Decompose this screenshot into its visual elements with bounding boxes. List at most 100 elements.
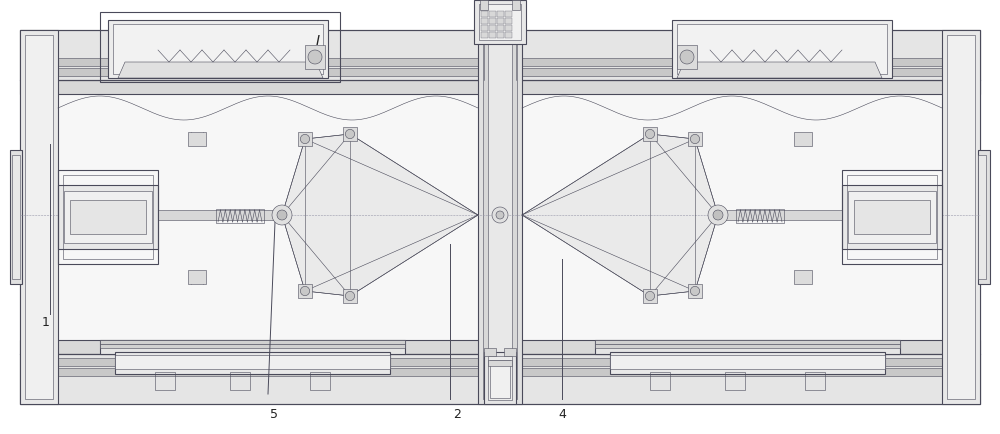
Bar	[474, 0, 526, 44]
Bar	[70, 200, 146, 234]
Circle shape	[300, 135, 310, 144]
Text: 4: 4	[558, 408, 566, 421]
Circle shape	[300, 286, 310, 296]
Bar	[188, 132, 206, 146]
Bar	[58, 185, 158, 249]
Bar	[20, 68, 980, 76]
Bar	[497, 11, 504, 17]
Bar	[610, 352, 885, 374]
Bar	[25, 35, 53, 399]
Bar	[650, 372, 670, 390]
Bar	[155, 372, 175, 390]
Bar	[20, 58, 980, 66]
Bar	[794, 132, 812, 146]
Bar	[100, 340, 405, 344]
Bar	[63, 175, 153, 259]
Bar	[100, 340, 405, 354]
Bar	[298, 284, 312, 298]
Bar	[113, 24, 323, 74]
Bar	[488, 40, 512, 394]
Bar	[688, 284, 702, 298]
Bar	[643, 127, 657, 141]
Bar	[610, 355, 885, 369]
Bar	[504, 348, 516, 356]
Bar	[216, 209, 264, 223]
Circle shape	[492, 207, 508, 223]
Bar	[100, 344, 405, 348]
Bar	[497, 18, 504, 24]
Polygon shape	[118, 62, 323, 78]
Bar	[20, 340, 980, 354]
Bar	[480, 0, 488, 10]
Bar	[20, 30, 58, 404]
Text: 5: 5	[270, 408, 278, 421]
Circle shape	[272, 205, 292, 225]
Text: 2: 2	[453, 408, 461, 421]
Bar	[20, 80, 980, 94]
Circle shape	[690, 135, 700, 144]
Bar	[490, 360, 510, 398]
Circle shape	[345, 291, 355, 301]
Bar	[188, 270, 206, 284]
Bar	[947, 35, 975, 399]
Bar	[848, 191, 936, 243]
Bar	[978, 150, 990, 284]
Bar	[483, 35, 517, 399]
Bar	[643, 289, 657, 303]
Bar	[512, 0, 520, 10]
Bar	[481, 25, 488, 31]
Bar	[595, 340, 900, 344]
Bar	[842, 185, 942, 249]
Bar	[100, 12, 340, 82]
Bar	[725, 372, 745, 390]
Circle shape	[308, 50, 322, 64]
Bar	[488, 356, 512, 400]
Bar	[20, 30, 980, 80]
Text: 1: 1	[42, 316, 50, 329]
Bar	[343, 289, 357, 303]
Bar	[677, 24, 887, 74]
Bar	[489, 25, 496, 31]
Bar	[484, 352, 516, 404]
Bar	[305, 45, 325, 69]
Bar	[497, 32, 504, 38]
Polygon shape	[522, 134, 718, 296]
Circle shape	[690, 286, 700, 296]
Bar	[595, 340, 900, 354]
Bar	[481, 32, 488, 38]
Bar	[298, 132, 312, 146]
Bar	[108, 20, 328, 78]
Circle shape	[496, 211, 504, 219]
Bar	[488, 360, 512, 366]
Bar	[20, 30, 980, 404]
Bar	[20, 354, 980, 404]
Bar	[58, 170, 158, 264]
Bar	[115, 352, 390, 374]
Circle shape	[713, 210, 723, 220]
Circle shape	[345, 129, 355, 138]
Bar	[12, 155, 20, 279]
Bar	[230, 372, 250, 390]
Bar	[505, 25, 512, 31]
Bar	[688, 132, 702, 146]
Bar	[489, 32, 496, 38]
Bar	[497, 25, 504, 31]
Bar	[672, 20, 892, 78]
Bar	[479, 4, 521, 40]
Bar	[842, 170, 942, 264]
Bar	[481, 18, 488, 24]
Bar	[805, 372, 825, 390]
Bar	[481, 11, 488, 17]
Bar	[505, 18, 512, 24]
Bar	[484, 348, 496, 356]
Bar	[720, 210, 842, 220]
Text: I: I	[316, 34, 320, 48]
Bar	[489, 18, 496, 24]
Bar	[794, 270, 812, 284]
Circle shape	[645, 129, 655, 138]
Bar	[505, 11, 512, 17]
Circle shape	[680, 50, 694, 64]
Bar	[343, 127, 357, 141]
Bar	[20, 368, 980, 376]
Bar	[158, 210, 280, 220]
